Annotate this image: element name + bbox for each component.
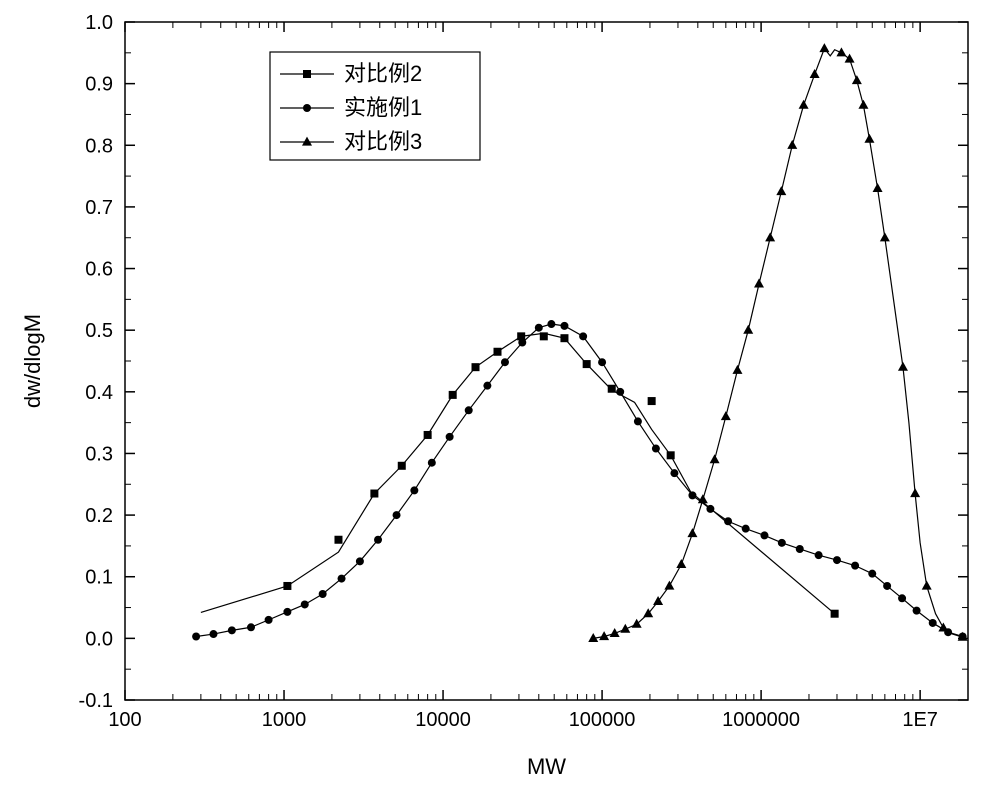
series-s2 [192, 320, 967, 640]
x-tick-label: 1000000 [722, 709, 800, 731]
y-tick-label: 0.0 [85, 628, 113, 650]
x-tick-label: 1E7 [902, 709, 938, 731]
legend-label: 对比例2 [344, 61, 422, 86]
legend-label: 对比例3 [344, 129, 422, 154]
y-tick-label: 1.0 [85, 12, 113, 34]
x-tick-label: 10000 [415, 709, 471, 731]
x-tick-label: 100 [108, 709, 141, 731]
legend: 对比例2 实施例1 对比例3 [270, 52, 480, 160]
y-tick-label: 0.6 [85, 259, 113, 281]
x-tick-label: 1000 [262, 709, 307, 731]
y-axis-label: dw/dlogM [20, 314, 45, 408]
x-axis-label: MW [527, 754, 566, 779]
series-s3 [588, 43, 967, 642]
y-tick-label: 0.3 [85, 443, 113, 465]
y-tick-label: -0.1 [79, 690, 113, 712]
legend-label: 实施例1 [344, 95, 422, 120]
y-tick-label: 0.4 [85, 382, 113, 404]
y-tick-label: 0.7 [85, 197, 113, 219]
y-tick-label: 0.5 [85, 320, 113, 342]
y-tick-label: 0.1 [85, 567, 113, 589]
mw-distribution-chart: 100 1000 10000 100000 1000000 1E7 -0.1 0.0 0.1 0.… [0, 0, 1000, 792]
y-tick-label: 0.8 [85, 135, 113, 157]
x-tick-label: 100000 [569, 709, 636, 731]
y-tick-label: 0.2 [85, 505, 113, 527]
y-tick-label: 0.9 [85, 74, 113, 96]
series-s1 [201, 332, 839, 617]
